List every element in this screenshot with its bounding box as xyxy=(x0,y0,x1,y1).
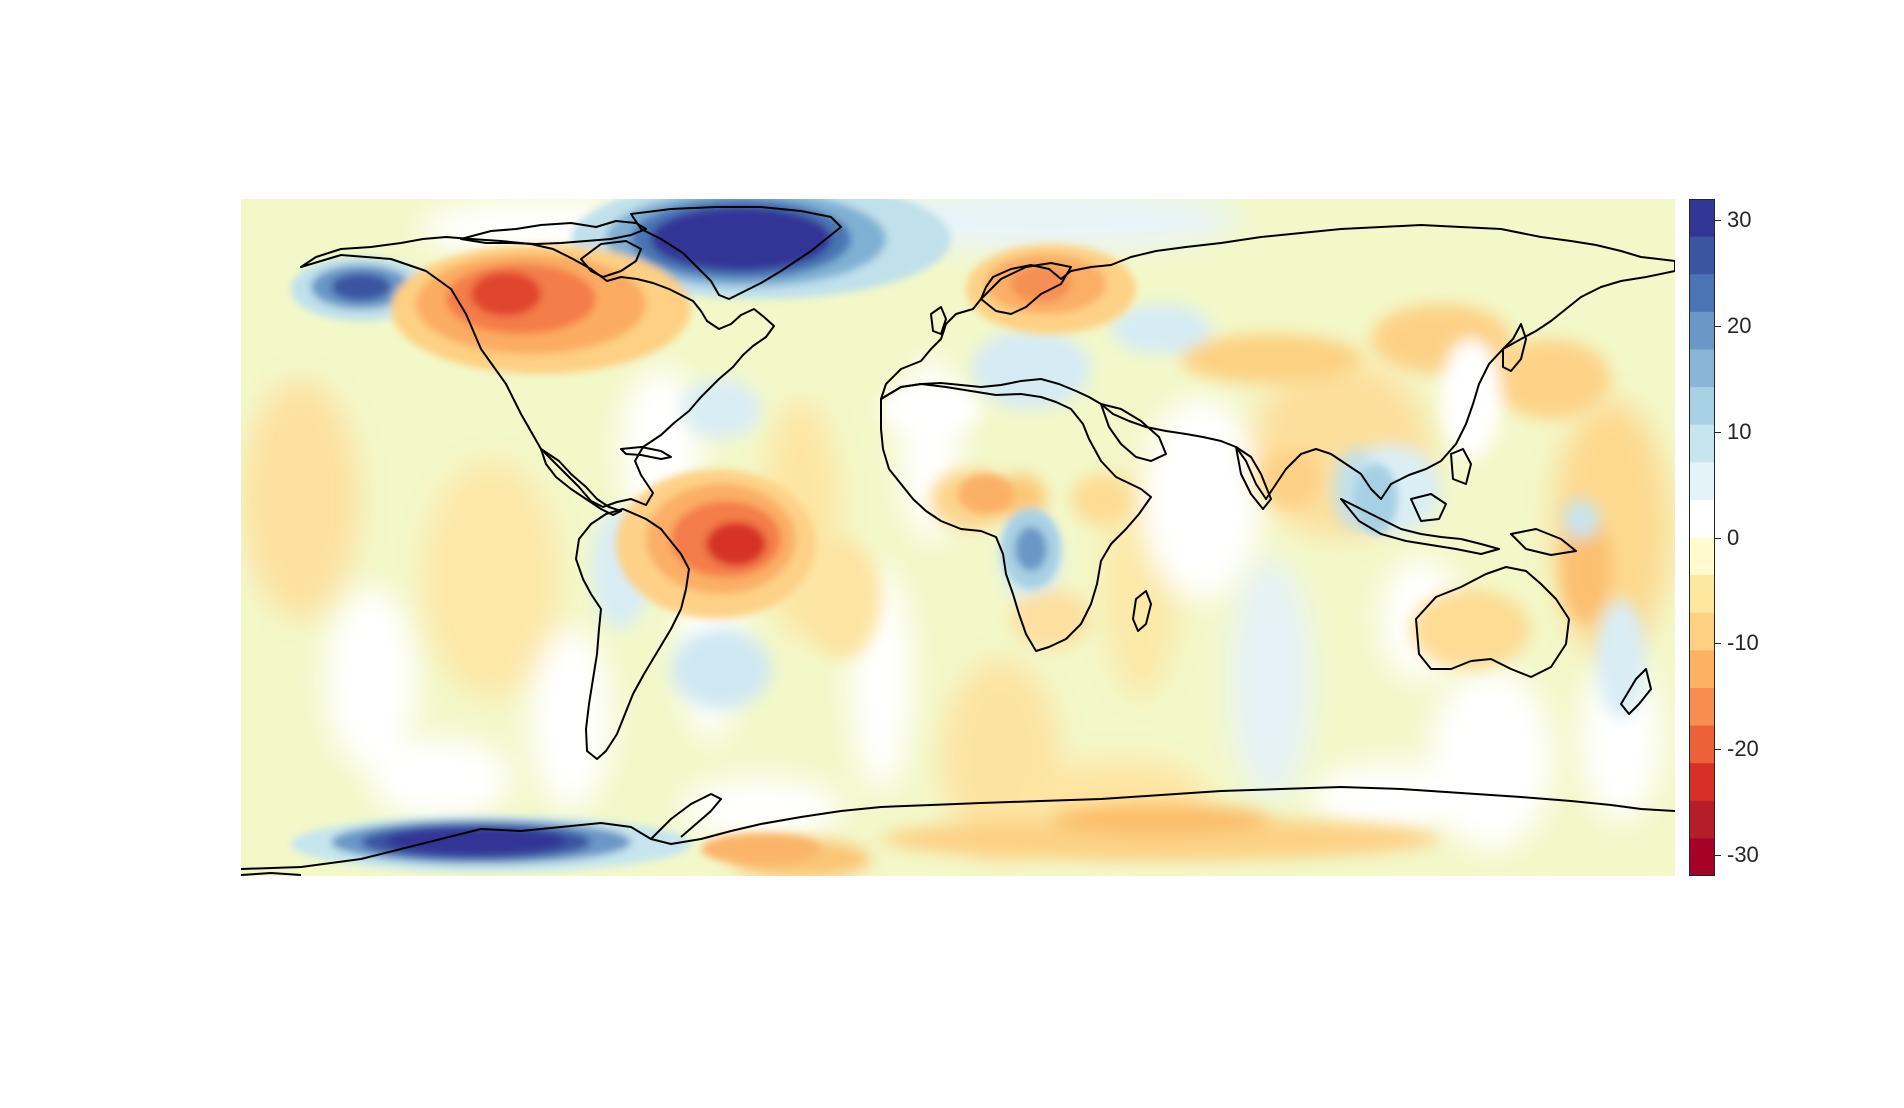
colorbar-tick-label: 20 xyxy=(1727,312,1752,338)
colorbar-segment xyxy=(1689,687,1715,727)
coastline-africa xyxy=(880,383,1152,652)
coastline-japan xyxy=(1502,323,1527,372)
colorbar-segment xyxy=(1689,199,1715,238)
colorbar-tick-label: 0 xyxy=(1727,524,1740,550)
coastlines xyxy=(241,206,1675,876)
colorbar xyxy=(1689,199,1715,876)
coastline-australia xyxy=(1415,566,1570,678)
colorbar-tick-label: 10 xyxy=(1727,418,1752,444)
colorbar-segment xyxy=(1689,838,1715,876)
colorbar-tick-mark xyxy=(1715,220,1721,222)
colorbar-tick-mark xyxy=(1715,749,1721,751)
colorbar-segment xyxy=(1689,462,1715,501)
coastline-north-america xyxy=(300,236,775,508)
colorbar-tick-mark xyxy=(1715,325,1721,327)
colorbar-segment xyxy=(1689,349,1715,388)
colorbar-segment xyxy=(1689,236,1715,275)
colorbar-tick-mark xyxy=(1715,854,1721,856)
map-canvas xyxy=(241,199,1675,876)
coastline-philippines xyxy=(1450,448,1472,485)
coastline-baffin-island xyxy=(580,240,642,278)
coastline-borneo xyxy=(1410,493,1447,522)
colorbar-segment xyxy=(1689,274,1715,313)
colorbar-tick-label: 30 xyxy=(1727,207,1752,233)
colorbar-segment xyxy=(1689,763,1715,802)
colorbar-tick-label: -20 xyxy=(1727,736,1759,762)
colorbar-segment xyxy=(1689,387,1715,426)
coastline-new-zealand xyxy=(1620,668,1652,715)
colorbar-segment xyxy=(1689,800,1715,839)
coastline-antarctica-left xyxy=(241,872,302,876)
world-map xyxy=(241,199,1675,876)
colorbar-border xyxy=(1689,199,1715,876)
colorbar-tick-mark xyxy=(1715,537,1721,539)
coastline-arctic-islands xyxy=(460,220,647,245)
coastline-indonesia xyxy=(1340,498,1500,555)
coastline-arabia xyxy=(1100,403,1167,462)
coastline-eurasia xyxy=(880,224,1675,500)
coastline-antarctica xyxy=(241,786,1675,870)
coastline-madagascar xyxy=(1132,590,1152,632)
colorbar-tick-mark xyxy=(1715,643,1721,645)
colorbar-segment xyxy=(1689,575,1715,614)
coastline-scandinavia xyxy=(980,262,1072,315)
colorbar-segment xyxy=(1689,537,1715,576)
coastline-central-america xyxy=(540,448,622,516)
colorbar-segment xyxy=(1689,499,1715,539)
coastline-uk xyxy=(930,306,947,335)
colorbar-segment xyxy=(1689,725,1715,764)
colorbar-segment xyxy=(1689,424,1715,463)
coastline-india xyxy=(1235,446,1272,510)
colorbar-tick-label: -10 xyxy=(1727,630,1759,656)
colorbar-segment xyxy=(1689,311,1715,351)
colorbar-segment xyxy=(1689,612,1715,651)
coastline-south-america xyxy=(575,508,690,760)
colorbar-tick-label: -30 xyxy=(1727,841,1759,867)
coastline-greenland xyxy=(630,206,842,300)
coastline-new-guinea xyxy=(1510,528,1577,556)
colorbar-segment xyxy=(1689,650,1715,689)
coastline-caribbean xyxy=(620,446,672,460)
strong-anomalies xyxy=(291,199,1398,872)
colorbar-tick-mark xyxy=(1715,431,1721,433)
anomaly-field xyxy=(241,199,1675,876)
coastline-antarctic-peninsula xyxy=(650,793,722,840)
colorbar-axis: 30 20 10 0 -10 -20 -30 xyxy=(1715,199,1815,876)
